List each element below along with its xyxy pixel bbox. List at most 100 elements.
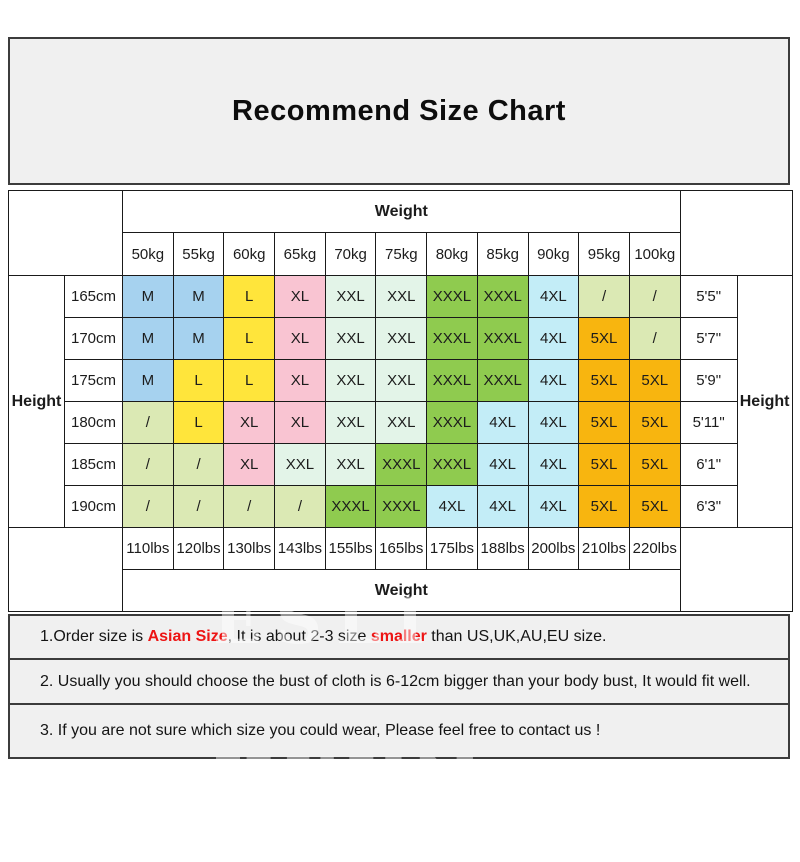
lbs-footer-cell: 130lbs xyxy=(223,527,276,570)
size-cell: XL xyxy=(223,443,276,486)
size-cell: XXXL xyxy=(476,275,529,318)
size-cell: 4XL xyxy=(476,485,529,528)
size-cell: XL xyxy=(274,359,326,402)
size-cell: 4XL xyxy=(527,359,580,402)
size-cell: / xyxy=(122,443,174,486)
size-cell: L xyxy=(223,359,276,402)
weight-header-top: Weight xyxy=(122,190,681,233)
page-title: Recommend Size Chart xyxy=(232,94,566,127)
size-chart-table: Weight 50kg 55kg 60kg 65kg 70kg 75kg 80kg 85kg 90… xyxy=(8,190,793,612)
size-cell: 4XL xyxy=(426,485,478,528)
cm-cell: 180cm xyxy=(64,401,123,444)
ft-cell: 5'5" xyxy=(679,275,738,318)
kg-header-cell: 65kg xyxy=(274,232,326,276)
kg-header-cell: 100kg xyxy=(628,232,681,276)
size-cell: XXXL xyxy=(476,359,529,402)
note-text: 1.Order size is Asian Size, It is about … xyxy=(40,628,607,645)
size-cell: 5XL xyxy=(628,485,681,528)
size-cell: / xyxy=(172,443,225,486)
corner-blank-top-right xyxy=(679,190,793,276)
lbs-footer-cell: 110lbs xyxy=(122,527,174,570)
lbs-footer-cell: 120lbs xyxy=(172,527,225,570)
ft-cell: 6'1" xyxy=(679,443,738,486)
size-cell: XXL xyxy=(375,359,428,402)
size-cell: XXL xyxy=(375,317,428,360)
table-row: 180cm / L XL XL XXL XXL XXXL 4XL 4XL 5XL 5XL 5'11" xyxy=(9,401,793,444)
note-1: 1.Order size is Asian Size, It is about … xyxy=(10,616,788,658)
ft-cell: 6'3" xyxy=(679,485,738,528)
note-text: 3. If you are not sure which size you co… xyxy=(40,722,601,739)
size-cell: / xyxy=(223,485,276,528)
height-label-left: Height xyxy=(8,275,65,528)
size-cell: M xyxy=(172,275,225,318)
size-cell: XL xyxy=(274,317,326,360)
title-box: Recommend Size Chart xyxy=(8,37,790,185)
size-cell: XXL xyxy=(375,401,428,444)
size-cell: / xyxy=(628,275,681,318)
size-cell: XXL xyxy=(324,359,377,402)
size-cell: XXL xyxy=(375,275,428,318)
size-cell: XXL xyxy=(324,317,377,360)
size-cell: XXXL xyxy=(324,485,377,528)
size-cell: XXXL xyxy=(426,359,478,402)
kg-header-cell: 60kg xyxy=(223,232,276,276)
kg-header-cell: 80kg xyxy=(426,232,478,276)
size-cell: L xyxy=(223,317,276,360)
table-row: 175cm M L L XL XXL XXL XXXL XXXL 4XL 5XL 5XL 5'9" xyxy=(9,359,793,402)
table-row: 190cm / / / / XXXL XXXL 4XL 4XL 4XL 5XL 5XL 6'3" xyxy=(9,485,793,528)
size-cell: 5XL xyxy=(628,359,681,402)
cm-cell: 185cm xyxy=(64,443,123,486)
lbs-footer-cell: 155lbs xyxy=(324,527,377,570)
highlighted-text: smaller xyxy=(370,628,427,645)
size-cell: 5XL xyxy=(628,443,681,486)
kg-header-cell: 95kg xyxy=(578,232,630,276)
size-cell: M xyxy=(122,359,174,402)
size-cell: XXXL xyxy=(375,485,428,528)
kg-header-cell: 55kg xyxy=(172,232,225,276)
lbs-footer-cell: 165lbs xyxy=(375,527,428,570)
cm-cell: 190cm xyxy=(64,485,123,528)
highlighted-text: Asian Size xyxy=(147,628,228,645)
size-cell: 5XL xyxy=(578,359,630,402)
size-cell: XXXL xyxy=(476,317,529,360)
height-label-right: Height xyxy=(736,275,793,528)
kg-header-cell: 50kg xyxy=(122,232,174,276)
size-cell: M xyxy=(172,317,225,360)
kg-header-cell: 90kg xyxy=(527,232,580,276)
corner-blank-bottom-right xyxy=(679,527,793,612)
size-cell: XXL xyxy=(324,275,377,318)
kg-header-cell: 85kg xyxy=(476,232,529,276)
size-cell: 5XL xyxy=(578,401,630,444)
size-cell: 4XL xyxy=(476,401,529,444)
notes-section: 1.Order size is Asian Size, It is about … xyxy=(8,614,790,759)
ft-cell: 5'9" xyxy=(679,359,738,402)
size-cell: L xyxy=(223,275,276,318)
size-cell: XL xyxy=(274,401,326,444)
size-cell: / xyxy=(172,485,225,528)
table-row: 185cm / / XL XXL XXL XXXL XXXL 4XL 4XL 5XL 5XL 6'1" xyxy=(9,443,793,486)
corner-blank-top-left xyxy=(8,190,123,276)
cm-cell: 165cm xyxy=(64,275,123,318)
ft-cell: 5'7" xyxy=(679,317,738,360)
size-cell: XXL xyxy=(324,401,377,444)
size-cell: XXXL xyxy=(375,443,428,486)
size-cell: L xyxy=(172,359,225,402)
size-cell: / xyxy=(122,485,174,528)
size-cell: XXXL xyxy=(426,275,478,318)
kg-header-cell: 75kg xyxy=(375,232,428,276)
corner-blank-bottom-left xyxy=(8,527,123,612)
size-cell: M xyxy=(122,275,174,318)
size-cell: / xyxy=(274,485,326,528)
size-cell: 4XL xyxy=(527,443,580,486)
size-cell: / xyxy=(578,275,630,318)
size-cell: XL xyxy=(223,401,276,444)
cm-cell: 170cm xyxy=(64,317,123,360)
size-cell: / xyxy=(628,317,681,360)
size-cell: 5XL xyxy=(578,317,630,360)
size-cell: XXXL xyxy=(426,317,478,360)
size-chart: Weight 50kg 55kg 60kg 65kg 70kg 75kg 80kg 85kg 90… xyxy=(8,190,793,819)
size-cell: L xyxy=(172,401,225,444)
size-cell: XXL xyxy=(324,443,377,486)
size-cell: M xyxy=(122,317,174,360)
table-row: Height 165cm M M L XL XXL XXL XXXL XXXL 4XL //5'5" H… xyxy=(8,275,793,528)
